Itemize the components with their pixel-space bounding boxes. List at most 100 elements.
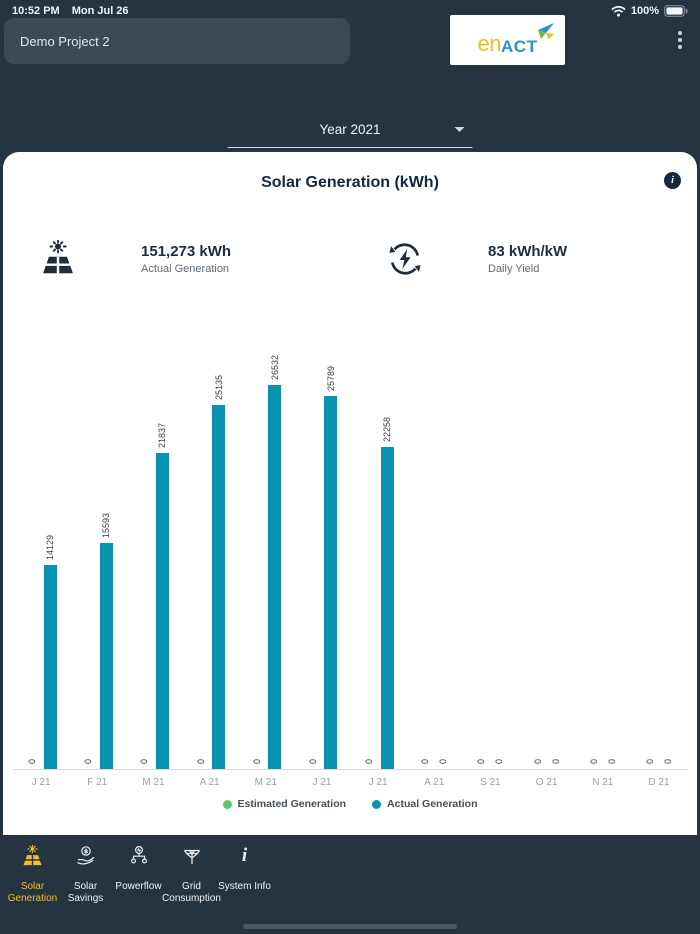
- solar-generation-card: Solar Generation (kWh) i 151,273 kWh: [3, 152, 697, 835]
- bar-estimated[interactable]: 0: [531, 338, 544, 769]
- nav-item-grid-consumption[interactable]: Grid Consumption: [162, 844, 221, 905]
- legend-item-estimated[interactable]: Estimated Generation: [222, 798, 347, 810]
- bar-value-label: 0: [588, 758, 599, 764]
- bar-estimated[interactable]: 0: [26, 338, 39, 769]
- stats-row: 151,273 kWh Actual Generation 83 kWh/kW …: [3, 230, 697, 288]
- status-time: 10:52 PM: [12, 5, 60, 17]
- bar-fill: [155, 453, 169, 769]
- x-axis-tick: N 21: [592, 776, 614, 788]
- nav-label: Solar Savings: [67, 881, 104, 904]
- status-date: Mon Jul 26: [71, 5, 129, 17]
- bar-estimated[interactable]: 0: [643, 338, 656, 769]
- x-axis-tick: O 21: [535, 776, 558, 788]
- bar-value-label: 0: [251, 758, 262, 764]
- x-axis-tick: M 21: [142, 776, 165, 788]
- bar-actual[interactable]: 0: [493, 338, 506, 769]
- estimated-legend-label: Estimated Generation: [237, 798, 347, 810]
- solar-generation-icon: [21, 844, 44, 868]
- actual-generation-value: 151,273 kWh: [141, 243, 232, 260]
- nav-item-solar-generation[interactable]: Solar Generation: [6, 844, 59, 905]
- bar-estimated[interactable]: 0: [138, 338, 151, 769]
- bar-group: 0 14129: [13, 338, 69, 769]
- chart-x-axis: J 21 F 21 M 21 A 21 M 21 J 21 J 21 A 21 S 21 O 21…: [13, 770, 687, 794]
- nav-label: Grid Consumption: [162, 881, 221, 904]
- bar-fill: [212, 405, 226, 769]
- kebab-menu-icon[interactable]: [668, 26, 692, 54]
- bar-fill: [380, 447, 394, 769]
- nav-item-solar-savings[interactable]: Solar Savings: [59, 844, 112, 905]
- bar-value-label: 0: [420, 758, 431, 764]
- bar-group: 0 25789: [294, 338, 350, 769]
- bar-estimated[interactable]: 0: [363, 338, 376, 769]
- bar-estimated[interactable]: 0: [306, 338, 319, 769]
- bar-estimated[interactable]: 0: [419, 338, 432, 769]
- bar-estimated[interactable]: 0: [82, 338, 95, 769]
- bottom-navigation: Solar Generation Solar Savings: [0, 835, 700, 934]
- bar-value-label: 0: [494, 758, 505, 764]
- bar-actual[interactable]: 0: [437, 338, 450, 769]
- bar-actual[interactable]: 0: [661, 338, 674, 769]
- project-selector[interactable]: Demo Project 2: [4, 18, 350, 64]
- year-dropdown-value: Year 2021: [319, 122, 381, 137]
- x-axis-tick: F 21: [87, 776, 108, 788]
- chart-legend: Estimated Generation Actual Generation: [13, 798, 687, 810]
- bar-actual[interactable]: 15593: [99, 338, 113, 769]
- bar-value-label: 14129: [45, 534, 56, 560]
- bar-value-label: 0: [307, 758, 318, 764]
- daily-yield-value: 83 kWh/kW: [488, 243, 568, 260]
- bar-actual[interactable]: 0: [605, 338, 618, 769]
- bar-actual[interactable]: 21837: [155, 338, 169, 769]
- powerflow-icon: [128, 844, 150, 868]
- bar-actual[interactable]: 25789: [324, 338, 338, 769]
- year-dropdown[interactable]: Year 2021: [227, 112, 473, 148]
- bar-estimated[interactable]: 0: [475, 338, 488, 769]
- bar-estimated[interactable]: 0: [194, 338, 207, 769]
- x-axis-tick: S 21: [480, 776, 501, 788]
- bar-actual[interactable]: 25135: [212, 338, 226, 769]
- bar-value-label: 15593: [101, 512, 112, 538]
- bar-value-label: 0: [83, 758, 94, 764]
- nav-label: Powerflow: [115, 881, 162, 892]
- bar-value-label: 0: [550, 758, 561, 764]
- bar-value-label: 0: [644, 758, 655, 764]
- actual-legend-label: Actual Generation: [387, 798, 478, 810]
- logo-text-en: en: [477, 31, 502, 56]
- bar-group: 0 26532: [238, 338, 294, 769]
- app-logo: en ACT: [450, 15, 565, 65]
- bar-value-label: 22258: [382, 416, 393, 442]
- solar-savings-icon: [75, 844, 97, 868]
- bar-estimated[interactable]: 0: [587, 338, 600, 769]
- nav-item-powerflow[interactable]: Powerflow: [112, 844, 165, 905]
- home-indicator[interactable]: [243, 924, 457, 929]
- bar-actual[interactable]: 0: [549, 338, 562, 769]
- bar-estimated[interactable]: 0: [250, 338, 263, 769]
- x-axis-tick: D 21: [648, 776, 670, 788]
- energy-cycle-icon: [386, 240, 424, 278]
- bar-value-label: 25135: [213, 374, 224, 400]
- battery-icon: [664, 5, 688, 17]
- chevron-down-icon: [454, 127, 465, 132]
- actual-generation-label: Actual Generation: [141, 263, 230, 275]
- solar-panel-icon: [39, 239, 77, 278]
- bar-value-label: 21837: [157, 422, 168, 448]
- logo-arrow-icon: [535, 21, 557, 46]
- wifi-icon: [611, 5, 626, 17]
- bar-fill: [99, 543, 113, 769]
- bar-value-label: 0: [364, 758, 375, 764]
- bar-value-label: 0: [27, 758, 38, 764]
- bar-fill: [43, 565, 57, 769]
- x-axis-tick: M 21: [254, 776, 277, 788]
- nav-item-system-info[interactable]: i System Info: [218, 844, 271, 905]
- logo-text-act: ACT: [501, 37, 538, 56]
- bar-actual[interactable]: 22258: [380, 338, 394, 769]
- bar-value-label: 0: [662, 758, 673, 764]
- bar-actual[interactable]: 26532: [268, 338, 282, 769]
- app-header: Demo Project 2 en ACT: [0, 14, 700, 74]
- legend-item-actual[interactable]: Actual Generation: [372, 798, 477, 810]
- info-icon[interactable]: i: [664, 172, 681, 189]
- bar-actual[interactable]: 14129: [43, 338, 57, 769]
- battery-percent: 100%: [630, 5, 659, 17]
